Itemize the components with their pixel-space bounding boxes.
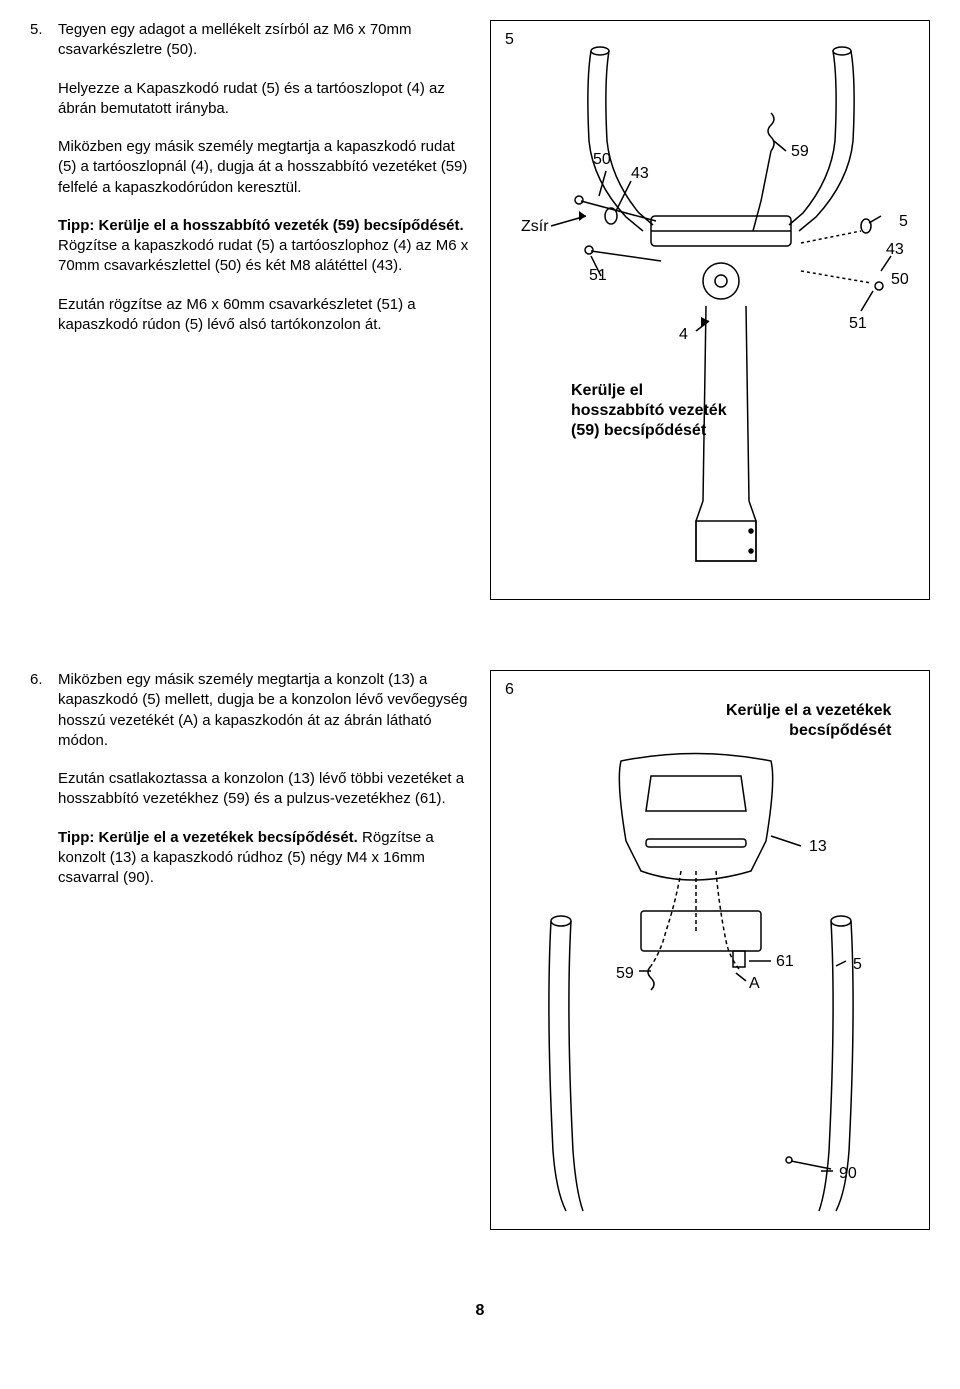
step5-p4-bold: Tipp: Kerülje el a hosszabbító vezeték (… [58, 217, 464, 234]
d6-A: A [749, 973, 760, 995]
step-6-text: 6. Miközben egy másik személy megtartja … [30, 670, 470, 1230]
diagram-5-svg [491, 21, 929, 599]
d6-5: 5 [853, 954, 862, 976]
d5-43: 43 [631, 163, 649, 185]
step-5-row: 5. Tegyen egy adagot a mellékelt zsírból… [30, 20, 930, 600]
step6-p1: Miközben egy másik személy megtartja a k… [58, 670, 470, 751]
step-5-number: 5. [30, 20, 58, 600]
step-5-body: Tegyen egy adagot a mellékelt zsírból az… [58, 20, 470, 600]
step5-p5: Ezután rögzítse az M6 x 60mm csavarkészl… [58, 295, 470, 336]
step-6-number: 6. [30, 670, 58, 1230]
d6-61: 61 [776, 951, 794, 973]
page-number: 8 [30, 1300, 930, 1322]
step5-p1: Tegyen egy adagot a mellékelt zsírból az… [58, 20, 470, 61]
step-6-diagram: 6 [490, 670, 930, 1230]
step6-p3-bold: Tipp: Kerülje el a vezetékek becsípődésé… [58, 829, 358, 846]
step5-p2: Helyezze a Kapaszkodó rudat (5) és a tar… [58, 79, 470, 120]
step5-p3: Miközben egy másik személy megtartja a k… [58, 137, 470, 198]
d5-50: 50 [593, 149, 611, 171]
step-5-diagram: 5 [490, 20, 930, 600]
step5-p4: Tipp: Kerülje el a hosszabbító vezeték (… [58, 216, 470, 277]
step-6-row: 6. Miközben egy másik személy megtartja … [30, 670, 930, 1230]
diagram-6-box: 6 [490, 670, 930, 1230]
d5-zsir: Zsír [521, 216, 549, 238]
step6-p2: Ezután csatlakoztassa a konzolon (13) lé… [58, 769, 470, 810]
diagram-5-box: 5 [490, 20, 930, 600]
diagram-6-svg [491, 671, 929, 1229]
d6-59: 59 [616, 963, 634, 985]
d5-warning: Kerülje el hosszabbító vezeték (59) becs… [571, 381, 727, 441]
d5-r50: 50 [891, 269, 909, 291]
d5-r43: 43 [886, 239, 904, 261]
step-6-body: Miközben egy másik személy megtartja a k… [58, 670, 470, 1230]
step6-p3: Tipp: Kerülje el a vezetékek becsípődésé… [58, 828, 470, 889]
d6-13: 13 [809, 836, 827, 858]
d5-51: 51 [589, 265, 607, 287]
d5-box-num: 5 [505, 29, 514, 51]
d6-box-num: 6 [505, 679, 514, 701]
d5-5: 5 [899, 211, 908, 233]
d5-r51: 51 [849, 313, 867, 335]
step5-p4-rest: Rögzítse a kapaszkodó rudat (5) a tartóo… [58, 237, 468, 274]
d6-90: 90 [839, 1163, 857, 1185]
d5-4: 4 [679, 324, 688, 346]
d5-59: 59 [791, 141, 809, 163]
d6-warning: Kerülje el a vezetékek becsípődését [726, 701, 891, 741]
step-5-text: 5. Tegyen egy adagot a mellékelt zsírból… [30, 20, 470, 600]
